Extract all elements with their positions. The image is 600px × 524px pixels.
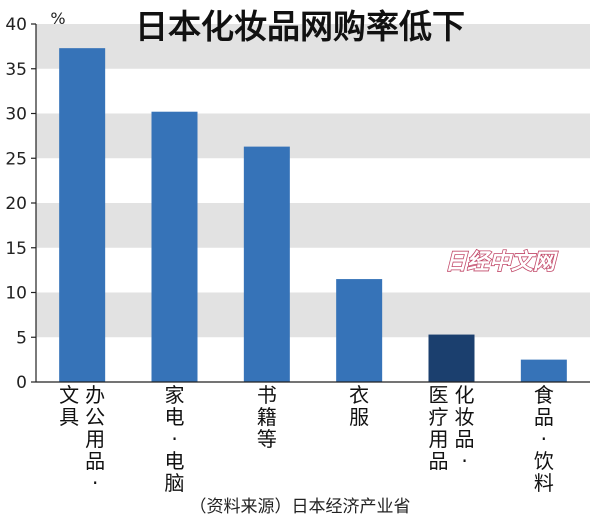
y-tick-label: 20: [5, 194, 27, 214]
category-label-column: 家电·电脑: [165, 383, 185, 495]
y-ticks: 0 5 10 15 20 25 30 35 40: [5, 15, 36, 393]
grid-bands: [36, 24, 590, 338]
y-unit-label: %: [50, 9, 65, 28]
watermark-logo: 日经中文网: [445, 249, 558, 275]
y-tick-label: 5: [16, 328, 27, 348]
y-tick-label: 0: [16, 373, 27, 393]
category-label: 食品·饮料: [534, 383, 554, 495]
category-label-column: 办公用品·: [85, 383, 105, 495]
bar: [59, 48, 106, 382]
category-label-column: 文具: [59, 383, 79, 429]
category-label: 家电·电脑: [165, 383, 185, 495]
bars: [59, 48, 567, 383]
bar: [336, 279, 383, 382]
bar: [151, 111, 198, 383]
y-tick-label: 15: [5, 239, 27, 259]
bar: [520, 359, 567, 382]
y-tick-label: 10: [5, 284, 27, 304]
category-label-column: 医疗用品: [429, 383, 449, 473]
bar: [428, 334, 475, 382]
y-tick-label: 35: [5, 60, 27, 80]
y-tick-label: 40: [5, 15, 27, 35]
grid-band: [36, 292, 590, 338]
category-label: 衣服: [349, 383, 369, 429]
category-label-column: 化妆品·: [455, 383, 475, 473]
category-label: 书籍等: [257, 383, 277, 451]
category-label-column: 衣服: [349, 383, 369, 429]
category-label-column: 食品·饮料: [534, 383, 554, 495]
source-note: （资料来源）日本经济产业省: [190, 497, 411, 517]
y-tick-label: 30: [5, 105, 27, 125]
grid-band: [36, 203, 590, 248]
bar: [243, 146, 290, 382]
y-tick-label: 25: [5, 149, 27, 169]
grid-band: [36, 113, 590, 159]
grid-band: [36, 24, 590, 69]
category-label-column: 书籍等: [257, 383, 277, 451]
chart-title: 日本化妆品网购率低下: [135, 7, 465, 46]
